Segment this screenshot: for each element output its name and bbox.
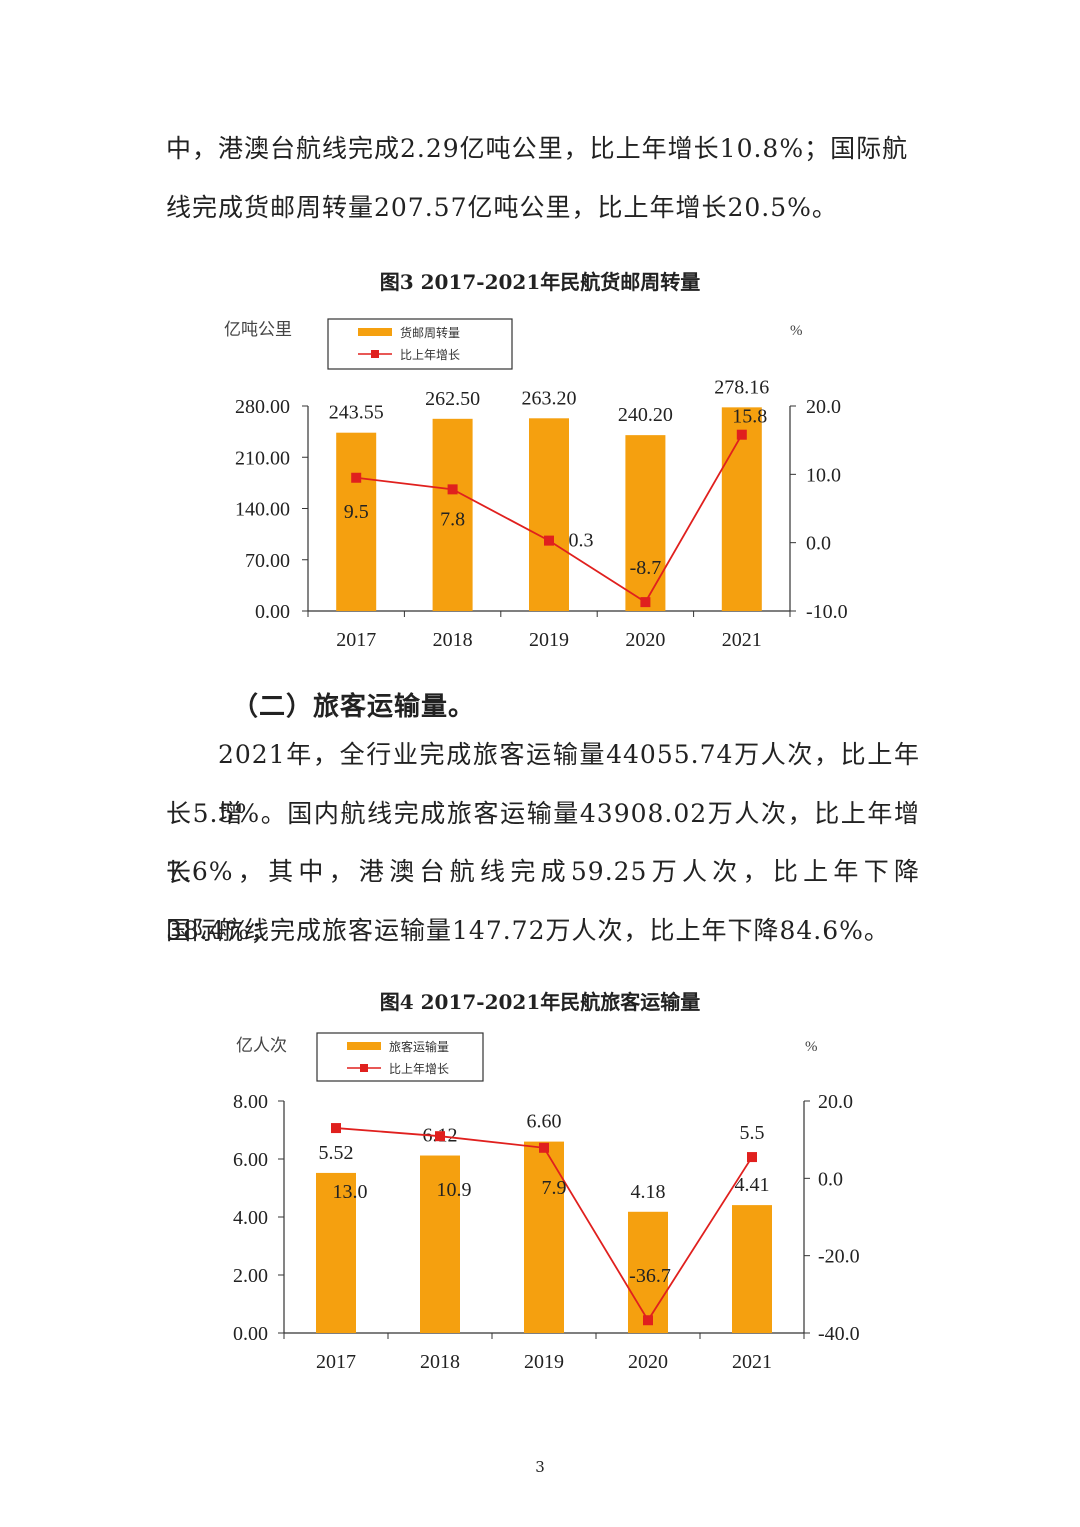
category-label: 2021	[722, 629, 762, 651]
bar-2019	[529, 418, 569, 611]
bar-value-label: 263.20	[522, 387, 577, 409]
y-tick-label: 70.00	[245, 550, 290, 572]
y-tick-label: 280.00	[235, 396, 290, 418]
bar-2021	[732, 1205, 772, 1333]
y2-tick-label: -20.0	[818, 1246, 860, 1268]
y2-axis-label: %	[790, 323, 803, 339]
paragraph-cargo-line-1: 中，港澳台航线完成2.29亿吨公里，比上年增长10.8%；国际航	[166, 134, 909, 163]
y-tick-label: 0.00	[255, 601, 290, 623]
growth-marker	[351, 472, 362, 483]
bar-value-label: 278.16	[714, 376, 769, 398]
paragraph-passenger-line-1: 2021年，全行业完成旅客运输量44055.74万人次，比上年增	[218, 740, 920, 828]
growth-marker	[435, 1131, 445, 1142]
growth-value-label: 13.0	[333, 1181, 368, 1203]
growth-marker	[331, 1123, 341, 1134]
y2-tick-label: 20.0	[818, 1091, 853, 1113]
growth-marker	[544, 535, 554, 546]
paragraph-passenger-line-3: 7.6%，其中，港澳台航线完成59.25万人次，比上年下降38.4%；	[166, 857, 920, 945]
growth-marker	[747, 1152, 757, 1163]
growth-marker	[447, 484, 458, 495]
bar-2019	[524, 1141, 564, 1333]
legend-bar-swatch	[347, 1042, 381, 1050]
category-label: 2020	[628, 1351, 668, 1373]
category-label: 2018	[433, 629, 473, 651]
growth-value-label: 15.8	[732, 406, 767, 428]
legend-line-label: 比上年增长	[389, 1062, 449, 1076]
bar-2020	[625, 435, 666, 611]
y-tick-label: 4.00	[233, 1207, 268, 1229]
category-label: 2019	[524, 1351, 564, 1373]
y2-axis-label: %	[805, 1039, 818, 1055]
figure3-title: 图3 2017-2021年民航货邮周转量	[379, 270, 701, 294]
bar-2020	[628, 1211, 668, 1333]
growth-value-label: 9.5	[344, 501, 369, 523]
legend-line-marker	[360, 1064, 368, 1072]
bar-value-label: 262.50	[425, 388, 480, 410]
growth-marker	[539, 1142, 549, 1153]
bar-2018	[420, 1155, 460, 1333]
y2-tick-label: 0.0	[818, 1168, 843, 1190]
legend-bar-swatch	[358, 328, 392, 336]
y2-tick-label: 10.0	[806, 464, 841, 486]
y2-tick-label: -40.0	[818, 1323, 860, 1345]
paragraph-passenger-line-4: 国际航线完成旅客运输量147.72万人次，比上年下降84.6%。	[166, 916, 890, 945]
growth-value-label: -8.7	[630, 557, 662, 579]
y-tick-label: 2.00	[233, 1265, 268, 1287]
legend-box	[316, 1032, 484, 1082]
figure4-title: 图4 2017-2021年民航旅客运输量	[379, 990, 701, 1014]
y-tick-label: 6.00	[233, 1149, 268, 1171]
page-number: 3	[535, 1458, 545, 1476]
bar-value-label: 5.52	[319, 1142, 354, 1164]
y-tick-label: 210.00	[235, 447, 290, 469]
bar-value-label: 243.55	[329, 402, 384, 424]
growth-value-label: 7.8	[440, 508, 465, 530]
growth-value-label: 0.3	[569, 530, 594, 552]
y-axis-label: 亿吨公里	[224, 320, 292, 339]
growth-marker	[643, 1315, 653, 1326]
y-axis-label: 亿人次	[236, 1036, 287, 1055]
legend-bar-label: 货邮周转量	[400, 325, 460, 340]
bar-value-label: 4.18	[631, 1181, 666, 1203]
growth-value-label: 7.9	[542, 1177, 567, 1199]
y2-tick-label: 0.0	[806, 533, 831, 555]
y-tick-label: 0.00	[233, 1323, 268, 1345]
legend-bar-label: 旅客运输量	[389, 1039, 449, 1054]
y-tick-label: 140.00	[235, 499, 290, 521]
y2-tick-label: -10.0	[806, 601, 848, 623]
legend-line-label: 比上年增长	[400, 348, 460, 362]
bar-value-label: 6.60	[527, 1111, 562, 1133]
category-label: 2020	[625, 629, 665, 651]
bar-2021	[721, 407, 762, 611]
category-label: 2019	[529, 629, 569, 651]
bar-2018	[432, 418, 473, 611]
category-label: 2021	[732, 1351, 772, 1373]
category-label: 2018	[420, 1351, 460, 1373]
category-label: 2017	[336, 629, 376, 651]
bar-value-label: 4.41	[735, 1174, 770, 1196]
paragraph-passenger-line-2: 长5.5%。国内航线完成旅客运输量43908.02万人次，比上年增长	[166, 799, 920, 887]
section-heading: （二）旅客运输量。	[232, 692, 476, 722]
growth-value-label: 5.5	[740, 1122, 765, 1144]
growth-value-label: 10.9	[437, 1179, 472, 1201]
growth-value-label: -36.7	[629, 1265, 671, 1287]
growth-marker	[736, 429, 747, 440]
y2-tick-label: 20.0	[806, 396, 841, 418]
category-label: 2017	[316, 1351, 356, 1373]
bar-2017	[336, 432, 377, 611]
legend-box	[327, 318, 513, 370]
growth-marker	[640, 597, 651, 608]
legend-line-marker	[371, 350, 379, 358]
bar-2017	[316, 1172, 356, 1333]
y-tick-label: 8.00	[233, 1091, 268, 1113]
paragraph-cargo-line-2: 线完成货邮周转量207.57亿吨公里，比上年增长20.5%。	[166, 193, 838, 222]
bar-value-label: 240.20	[618, 404, 673, 426]
